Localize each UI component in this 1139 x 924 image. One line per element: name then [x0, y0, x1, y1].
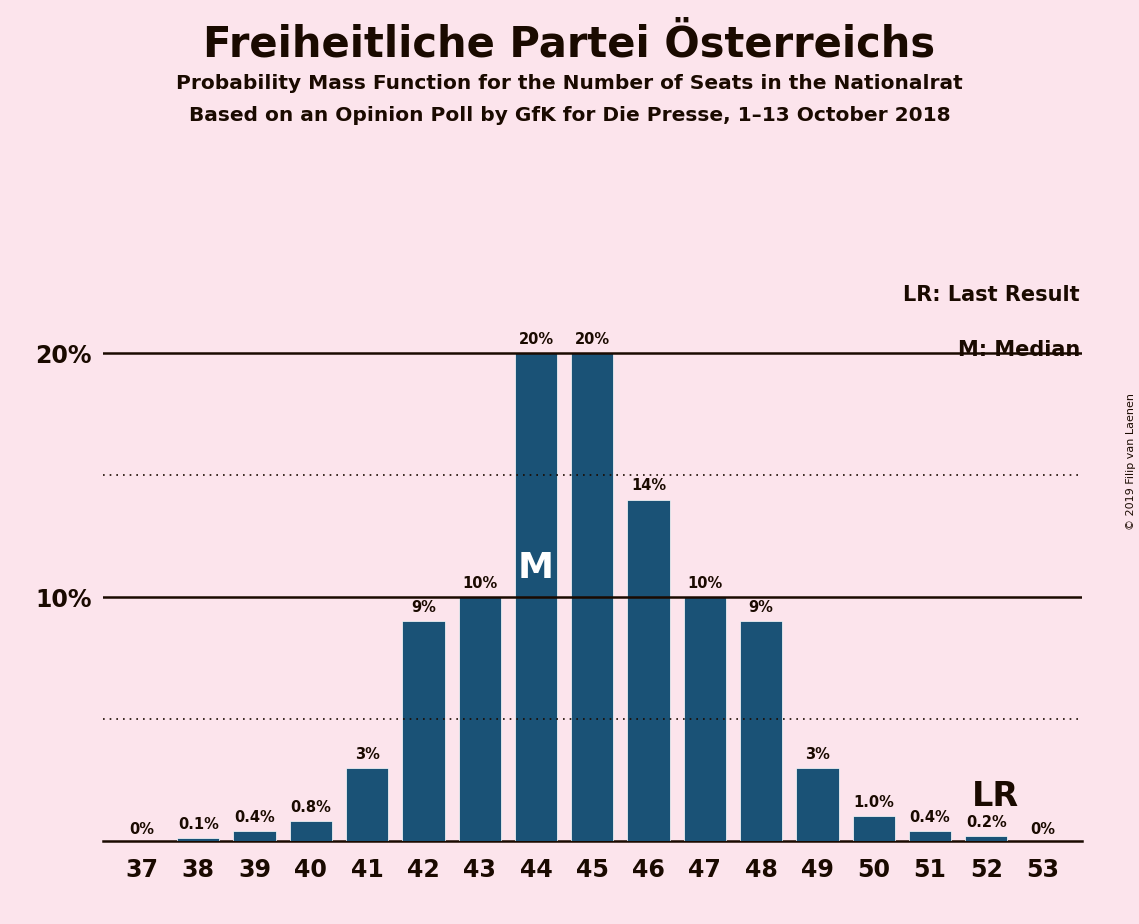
Bar [571, 353, 614, 841]
Text: 9%: 9% [748, 601, 773, 615]
Bar [628, 500, 670, 841]
Text: 0%: 0% [1030, 822, 1055, 837]
Text: 9%: 9% [411, 601, 436, 615]
Text: 3%: 3% [805, 747, 830, 761]
Text: 20%: 20% [575, 333, 609, 347]
Text: LR: Last Result: LR: Last Result [903, 286, 1080, 305]
Text: 0%: 0% [130, 822, 155, 837]
Text: 0.4%: 0.4% [235, 810, 274, 825]
Bar [909, 831, 951, 841]
Bar [683, 597, 726, 841]
Bar [853, 817, 895, 841]
Bar [740, 622, 782, 841]
Text: M: Median: M: Median [958, 340, 1080, 359]
Bar [233, 831, 276, 841]
Text: 0.8%: 0.8% [290, 800, 331, 815]
Text: 14%: 14% [631, 479, 666, 493]
Text: 0.1%: 0.1% [178, 818, 219, 833]
Text: 20%: 20% [518, 333, 554, 347]
Text: LR: LR [973, 781, 1019, 813]
Bar [402, 622, 444, 841]
Text: 0.4%: 0.4% [910, 810, 950, 825]
Text: M: M [518, 551, 554, 585]
Bar [346, 768, 388, 841]
Bar [459, 597, 501, 841]
Bar [515, 353, 557, 841]
Bar [796, 768, 838, 841]
Bar [177, 838, 220, 841]
Text: 3%: 3% [354, 747, 379, 761]
Text: © 2019 Filip van Laenen: © 2019 Filip van Laenen [1126, 394, 1136, 530]
Text: Probability Mass Function for the Number of Seats in the Nationalrat: Probability Mass Function for the Number… [177, 74, 962, 93]
Text: 1.0%: 1.0% [853, 796, 894, 810]
Bar [289, 821, 331, 841]
Text: 10%: 10% [687, 576, 722, 591]
Text: Freiheitliche Partei Österreichs: Freiheitliche Partei Österreichs [204, 23, 935, 65]
Text: 10%: 10% [462, 576, 498, 591]
Text: Based on an Opinion Poll by GfK for Die Presse, 1–13 October 2018: Based on an Opinion Poll by GfK for Die … [189, 106, 950, 126]
Text: 0.2%: 0.2% [966, 815, 1007, 830]
Bar [965, 836, 1008, 841]
